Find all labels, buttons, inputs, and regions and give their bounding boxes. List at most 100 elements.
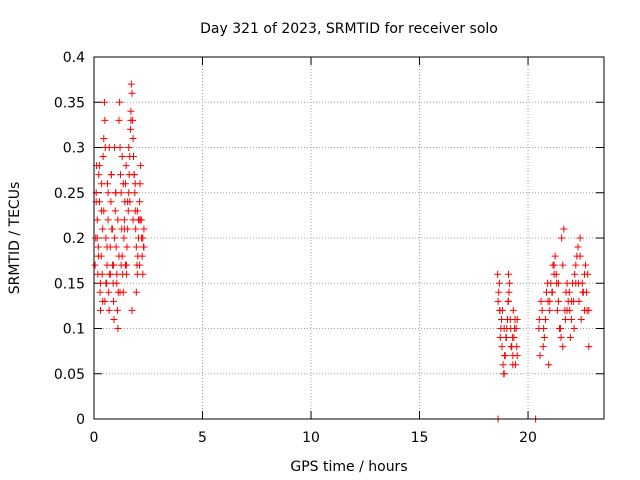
data-point <box>500 325 508 332</box>
data-point <box>116 98 124 106</box>
data-point <box>585 306 593 314</box>
data-point <box>95 162 103 170</box>
data-point <box>501 352 509 360</box>
data-point <box>94 243 102 251</box>
data-point <box>132 225 140 233</box>
data-point <box>115 252 123 260</box>
data-point <box>551 252 559 260</box>
data-point <box>553 306 561 314</box>
data-point <box>505 288 513 296</box>
y-tick-label: 0 <box>76 412 85 428</box>
data-point <box>97 306 105 314</box>
data-point <box>110 297 118 305</box>
data-point <box>132 243 140 251</box>
data-point <box>506 315 514 323</box>
data-point <box>538 306 546 314</box>
data-point <box>102 279 110 287</box>
data-point <box>549 261 557 269</box>
data-point <box>572 261 580 269</box>
data-point <box>582 261 590 269</box>
data-point <box>111 144 119 151</box>
data-point <box>504 297 512 305</box>
y-tick-label: 0.2 <box>63 231 85 247</box>
data-point <box>134 216 142 224</box>
data-point <box>579 288 587 296</box>
data-point <box>130 171 138 179</box>
data-point <box>556 325 564 332</box>
data-point <box>99 225 107 233</box>
data-point <box>513 343 521 351</box>
y-tick-label: 0.4 <box>63 50 85 66</box>
y-tick-label: 0.15 <box>54 276 85 292</box>
data-point <box>96 288 104 296</box>
data-point <box>110 261 118 269</box>
grid <box>94 57 604 419</box>
y-tick-label: 0.05 <box>54 367 85 383</box>
data-point <box>566 334 574 342</box>
data-point <box>95 171 103 179</box>
data-point <box>120 216 128 224</box>
data-point <box>506 279 514 287</box>
data-point <box>107 198 115 206</box>
data-point <box>575 297 583 305</box>
data-point <box>559 343 567 351</box>
data-point <box>574 243 582 251</box>
data-point <box>561 315 569 323</box>
data-point <box>576 252 584 260</box>
data-point <box>118 153 126 161</box>
data-point <box>559 261 567 269</box>
data-point <box>535 315 543 323</box>
data-point <box>125 144 133 151</box>
data-point <box>500 370 508 378</box>
data-point <box>129 153 137 161</box>
data-point <box>112 189 120 197</box>
plot-frame <box>93 56 605 420</box>
data-point <box>140 225 148 233</box>
data-point <box>103 243 111 251</box>
data-point <box>110 315 118 323</box>
data-point <box>140 243 148 251</box>
data-point <box>113 306 121 314</box>
data-point <box>540 334 548 342</box>
data-point <box>563 306 571 314</box>
data-point <box>509 352 517 360</box>
data-point <box>126 125 134 133</box>
data-point <box>114 325 122 332</box>
data-point <box>567 315 575 323</box>
data-point <box>513 315 521 323</box>
data-points <box>91 80 593 423</box>
data-point <box>499 361 507 369</box>
data-point <box>100 207 108 215</box>
data-point <box>131 180 139 188</box>
data-point <box>93 234 101 242</box>
data-point <box>116 288 124 296</box>
data-point <box>111 207 119 215</box>
data-point <box>494 297 502 305</box>
data-point <box>137 162 145 170</box>
data-point <box>495 279 503 287</box>
x-tick-label: 5 <box>198 430 207 446</box>
data-point <box>120 234 128 242</box>
data-point <box>94 252 102 260</box>
data-point <box>139 234 147 242</box>
y-axis-label: SRMTID / TECUs <box>7 182 23 295</box>
data-point <box>570 325 578 332</box>
data-point <box>546 306 554 314</box>
data-point <box>495 288 503 296</box>
data-point <box>93 216 101 224</box>
data-point <box>540 325 548 332</box>
data-point <box>107 171 115 179</box>
x-tick-label: 0 <box>90 430 99 446</box>
y-tick-label: 0.1 <box>63 322 85 338</box>
data-point <box>494 270 502 278</box>
data-point <box>108 225 116 233</box>
data-point <box>102 234 110 242</box>
data-point <box>127 80 135 88</box>
data-point <box>128 306 136 314</box>
data-point <box>554 297 562 305</box>
data-point <box>121 261 129 269</box>
x-axis-label: GPS time / hours <box>290 459 407 475</box>
data-point <box>511 361 519 369</box>
data-point <box>496 306 504 314</box>
data-point <box>99 153 107 161</box>
